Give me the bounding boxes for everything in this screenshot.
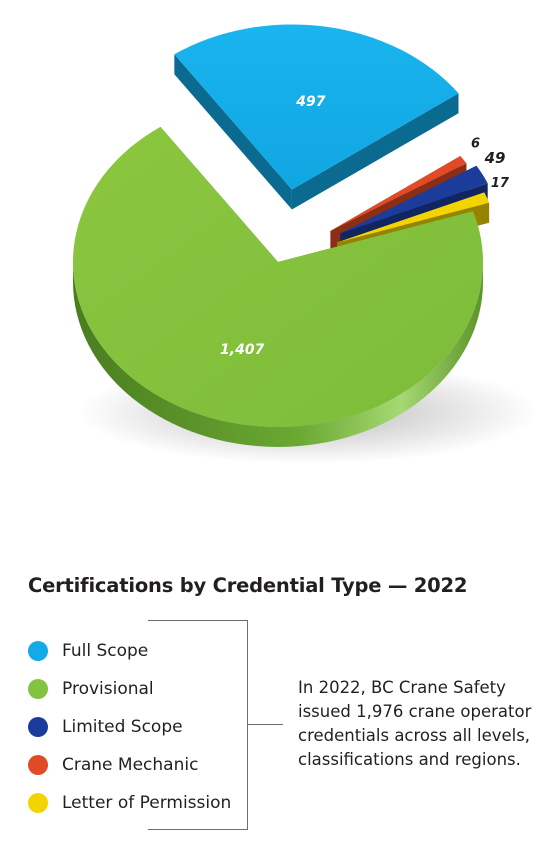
note-line: In 2022, BC Crane Safety xyxy=(298,678,506,697)
note-line: classifications and regions. xyxy=(298,750,521,769)
slice-wall xyxy=(174,54,292,210)
legend-label: Provisional xyxy=(62,679,154,699)
data-label: 1,407 xyxy=(220,342,265,358)
legend-swatch xyxy=(28,679,48,699)
data-label: 49 xyxy=(484,149,506,167)
legend-label: Letter of Permission xyxy=(62,793,232,813)
full-scope-slice xyxy=(174,24,459,210)
pie-chart: 497 6 49 17 1,407 xyxy=(73,24,538,464)
legend-item: Full Scope xyxy=(28,632,231,670)
legend-item: Letter of Permission xyxy=(28,784,231,822)
slice-top xyxy=(340,165,488,234)
legend-label: Full Scope xyxy=(62,641,149,661)
legend-item: Crane Mechanic xyxy=(28,746,231,784)
legend-swatch xyxy=(28,641,48,661)
legend-swatch xyxy=(28,793,48,813)
slice-top xyxy=(174,24,459,190)
legend-label: Limited Scope xyxy=(62,717,183,737)
data-label: 6 xyxy=(471,136,480,151)
legend-bracket xyxy=(148,620,248,830)
summary-note: In 2022, BC Crane Safety issued 1,976 cr… xyxy=(298,676,538,772)
legend-item: Provisional xyxy=(28,670,231,708)
data-label: 497 xyxy=(295,94,325,110)
legend: Full Scope Provisional Limited Scope Crane … xyxy=(28,632,231,822)
slice-top xyxy=(337,192,490,243)
legend-item: Limited Scope xyxy=(28,708,231,746)
slice-wall xyxy=(291,93,459,210)
provisional-slice xyxy=(73,126,483,447)
slice-top xyxy=(73,126,483,428)
legend-swatch xyxy=(28,717,48,737)
legend-swatch xyxy=(28,755,48,775)
chart-title: Certifications by Credential Type — 2022 xyxy=(28,574,468,597)
slice-top xyxy=(330,155,467,231)
data-label: 17 xyxy=(491,176,510,191)
note-line: issued 1,976 crane operator xyxy=(298,702,532,721)
note-line: credentials across all levels, xyxy=(298,726,531,745)
legend-label: Crane Mechanic xyxy=(62,755,199,775)
bracket-connector xyxy=(247,724,283,725)
